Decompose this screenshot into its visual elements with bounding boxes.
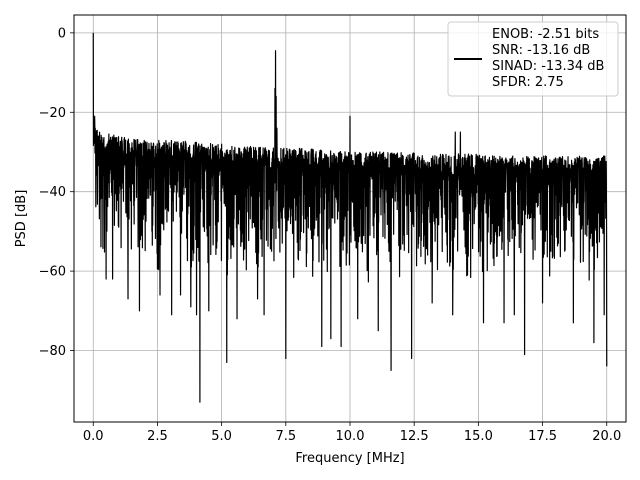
legend-entry-sinad: SINAD: -13.34 dB <box>492 59 604 74</box>
y-tick-label: −20 <box>39 106 66 121</box>
y-tick-label: −40 <box>39 185 66 200</box>
y-tick-label: −60 <box>39 265 66 280</box>
legend-box <box>447 21 619 97</box>
psd-line <box>92 32 608 403</box>
y-axis-label: PSD [dB] <box>14 190 29 248</box>
x-axis: 0.0 2.5 5.0 7.5 10.0 12.5 15.0 17.5 20.0 <box>83 422 621 444</box>
legend: ENOB: -2.51 bits SNR: -13.16 dB SINAD: -… <box>447 21 619 97</box>
x-axis-label: Frequency [MHz] <box>295 451 404 466</box>
legend-entry-sfdr: SFDR: 2.75 <box>492 75 564 90</box>
legend-entry-enob: ENOB: -2.51 bits <box>492 27 599 42</box>
x-tick-label: 15.0 <box>464 429 493 444</box>
x-tick-label: 7.5 <box>275 429 296 444</box>
y-axis: 0 −20 −40 −60 −80 <box>39 26 74 359</box>
x-tick-label: 5.0 <box>211 429 232 444</box>
psd-series <box>92 32 608 403</box>
x-tick-label: 20.0 <box>592 429 621 444</box>
x-tick-label: 2.5 <box>147 429 168 444</box>
x-tick-label: 17.5 <box>528 429 557 444</box>
x-tick-label: 10.0 <box>336 429 365 444</box>
legend-entry-snr: SNR: -13.16 dB <box>492 43 590 58</box>
y-tick-label: 0 <box>58 26 66 41</box>
x-tick-label: 12.5 <box>400 429 429 444</box>
x-tick-label: 0.0 <box>83 429 104 444</box>
y-tick-label: −80 <box>39 344 66 359</box>
